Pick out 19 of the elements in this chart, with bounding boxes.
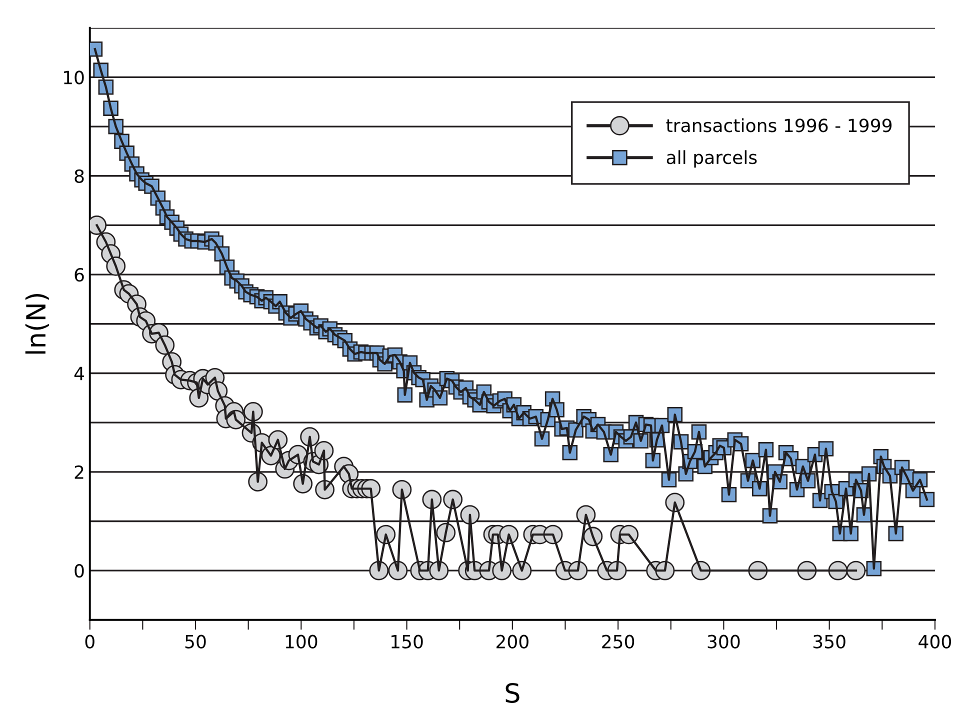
x-tick-label: 50 xyxy=(185,634,206,648)
x-tick-label: 400 xyxy=(918,634,951,648)
y-tick-label: 4 xyxy=(74,366,84,380)
legend-label: all parcels xyxy=(666,150,757,168)
x-tick-label: 0 xyxy=(85,634,94,648)
y-tick-label: 0 xyxy=(74,564,84,578)
x-tick-label: 150 xyxy=(392,634,423,648)
x-tick-label: 200 xyxy=(496,634,528,648)
legend-label: transactions 1996 - 1999 xyxy=(666,118,892,132)
y-axis-title: ln(N) xyxy=(25,294,49,354)
y-tick-label: 2 xyxy=(74,465,84,479)
y-tick-label: 6 xyxy=(74,268,84,282)
y-tick-label: 8 xyxy=(74,169,84,184)
x-tick-label: 350 xyxy=(813,634,846,648)
x-axis-title: S xyxy=(506,682,520,703)
y-tick-label: 10 xyxy=(64,70,84,84)
x-tick-label: 100 xyxy=(286,634,318,648)
x-tick-label: 300 xyxy=(708,634,740,648)
x-tick-label: 250 xyxy=(602,634,634,648)
